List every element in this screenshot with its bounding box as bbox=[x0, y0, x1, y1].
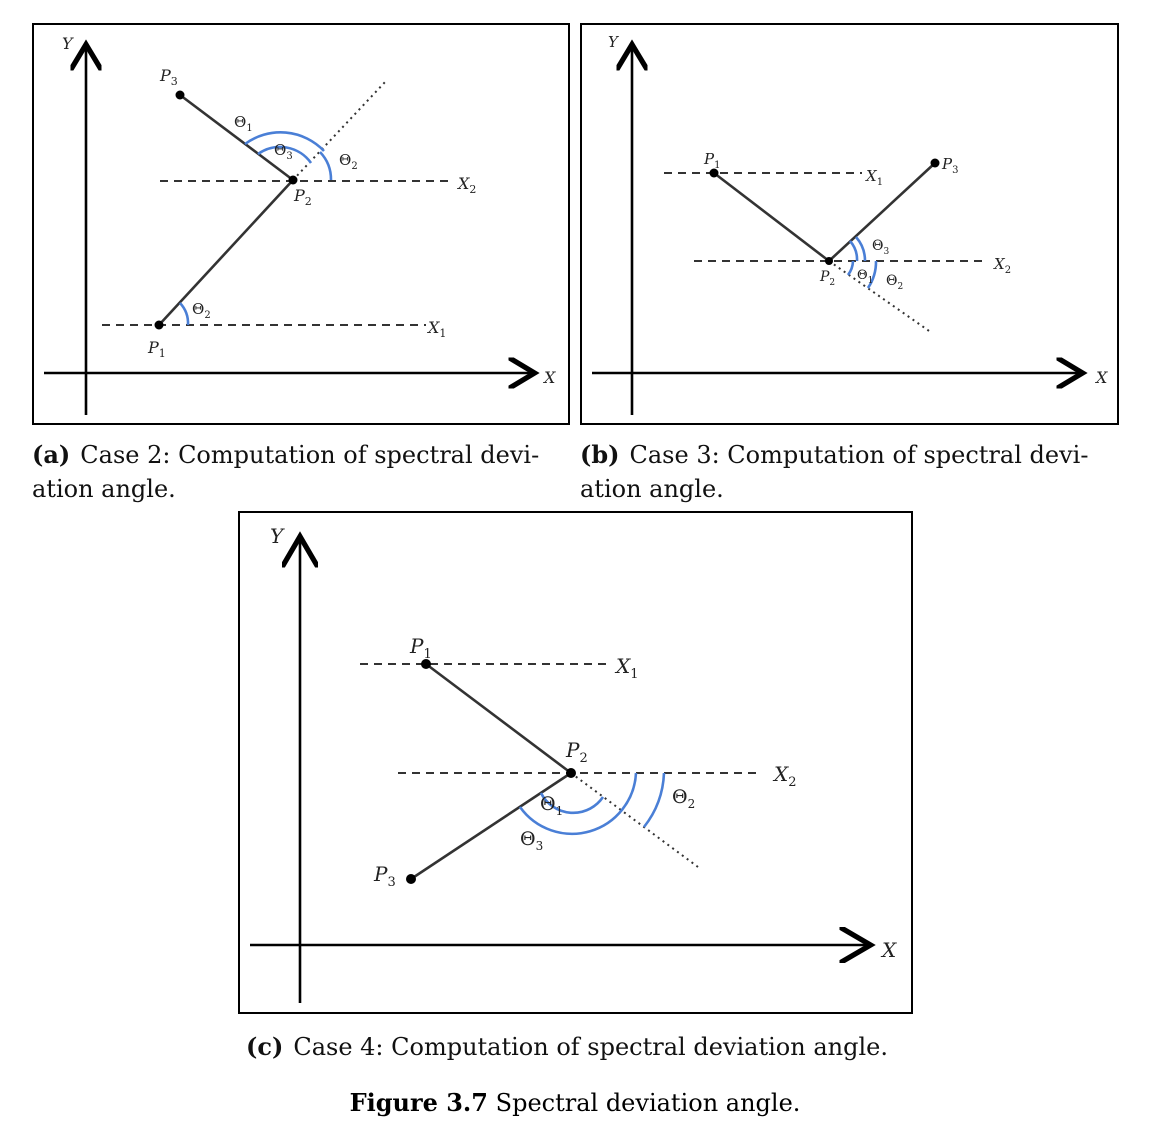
caption-a: (a) Case 2: Computation of spectral devi-… bbox=[32, 438, 572, 506]
diagram-c: Y X X1 X2 Θ1 Θ3 Θ2 P1 P2 P3 bbox=[250, 524, 897, 1003]
x2-label: X2 bbox=[993, 255, 1011, 276]
p3-label: P3 bbox=[941, 155, 958, 176]
segment-p2-p1 bbox=[158, 179, 294, 326]
theta3-label: Θ3 bbox=[274, 141, 293, 162]
point-p3 bbox=[406, 874, 416, 884]
theta2-arc bbox=[642, 772, 666, 828]
segment-p2-p3 bbox=[828, 162, 936, 262]
diagram-b: Y X X1 X2 Θ3 Θ1 Θ2 P1 P2 P3 bbox=[592, 33, 1108, 415]
theta1-arc bbox=[244, 131, 325, 152]
theta3-label: Θ3 bbox=[872, 238, 889, 257]
p3-label: P3 bbox=[373, 862, 396, 890]
figure-tag: Figure 3.7 bbox=[349, 1088, 488, 1117]
theta2-arc bbox=[866, 260, 878, 289]
segment-p1-p2 bbox=[713, 171, 830, 263]
point-p3 bbox=[930, 158, 940, 168]
p1-label: P1 bbox=[703, 150, 720, 171]
theta1-label: Θ1 bbox=[540, 793, 563, 818]
point-p1 bbox=[421, 659, 431, 669]
x-axis-label: X bbox=[1094, 368, 1108, 387]
theta2-label: Θ2 bbox=[339, 151, 358, 172]
point-p2 bbox=[566, 768, 576, 778]
x1-label: X1 bbox=[614, 654, 639, 682]
extension-line bbox=[292, 80, 387, 181]
x2-label: X2 bbox=[456, 174, 476, 196]
diagram-a: Y X X2 X1 Θ1 Θ3 Θ2 Θ2 P3 P2 P1 bbox=[44, 34, 556, 415]
theta3-arc bbox=[257, 145, 313, 164]
panel-b: Y X X1 X2 Θ3 Θ1 Θ2 P1 P2 P3 bbox=[580, 23, 1119, 425]
theta3-arc bbox=[518, 772, 638, 836]
p3-label: P3 bbox=[159, 66, 178, 88]
segment-p2-p3 bbox=[410, 771, 572, 881]
theta2-label: Θ2 bbox=[886, 273, 903, 292]
caption-b-tag: (b) bbox=[580, 440, 620, 469]
x1-label: X1 bbox=[865, 167, 883, 188]
p2-label: P2 bbox=[819, 269, 835, 288]
caption-a-text: Case 2: Computation of spectral devi- at… bbox=[32, 441, 540, 503]
caption-b-text: Case 3: Computation of spectral devi- at… bbox=[580, 441, 1089, 503]
point-p2 bbox=[288, 175, 298, 185]
p1-label: P1 bbox=[409, 634, 432, 662]
theta2-lower-label: Θ2 bbox=[192, 300, 211, 321]
caption-b: (b) Case 3: Computation of spectral devi-… bbox=[580, 438, 1125, 506]
point-p1 bbox=[154, 320, 164, 330]
caption-c-tag: (c) bbox=[246, 1032, 284, 1061]
p2-label: P2 bbox=[565, 738, 588, 766]
y-axis-label: Y bbox=[270, 524, 285, 548]
theta1-arc bbox=[846, 260, 855, 276]
x-axis-label: X bbox=[542, 368, 556, 387]
segment-p1-p2 bbox=[425, 662, 572, 775]
extension-line bbox=[570, 772, 699, 868]
theta3-arc bbox=[848, 240, 859, 262]
theta2-arc bbox=[319, 151, 333, 181]
extension-line bbox=[828, 260, 933, 334]
theta1-label: Θ1 bbox=[234, 113, 253, 134]
theta1-label: Θ1 bbox=[857, 268, 873, 286]
figure-caption: Figure 3.7 Spectral deviation angle. bbox=[0, 1088, 1150, 1117]
segment-p3-p2 bbox=[179, 93, 294, 182]
theta2-lower-arc bbox=[179, 302, 190, 326]
theta1-arc bbox=[539, 792, 605, 815]
y-axis-label: Y bbox=[608, 33, 620, 51]
caption-a-tag: (a) bbox=[32, 440, 71, 469]
caption-c: (c) Case 4: Computation of spectral devia… bbox=[246, 1030, 946, 1064]
panel-c: Y X X1 X2 Θ1 Θ3 Θ2 P1 P2 P3 bbox=[238, 511, 913, 1014]
y-axis-label: Y bbox=[62, 34, 74, 53]
x2-label: X2 bbox=[772, 762, 797, 790]
figure-text: Spectral deviation angle. bbox=[495, 1089, 801, 1117]
point-p3 bbox=[175, 90, 185, 100]
caption-c-text: Case 4: Computation of spectral deviatio… bbox=[293, 1033, 888, 1061]
x1-label: X1 bbox=[426, 318, 446, 340]
panel-a: Y X X2 X1 Θ1 Θ3 Θ2 Θ2 P3 P2 P1 bbox=[32, 23, 570, 425]
theta3-label: Θ3 bbox=[520, 828, 543, 853]
point-p2 bbox=[825, 257, 833, 265]
x-axis-label: X bbox=[880, 938, 897, 962]
theta2-label: Θ2 bbox=[672, 786, 695, 811]
point-p1 bbox=[709, 168, 719, 178]
p1-label: P1 bbox=[147, 338, 166, 360]
p2-label: P2 bbox=[293, 186, 312, 208]
theta3-outer-arc bbox=[854, 236, 867, 262]
